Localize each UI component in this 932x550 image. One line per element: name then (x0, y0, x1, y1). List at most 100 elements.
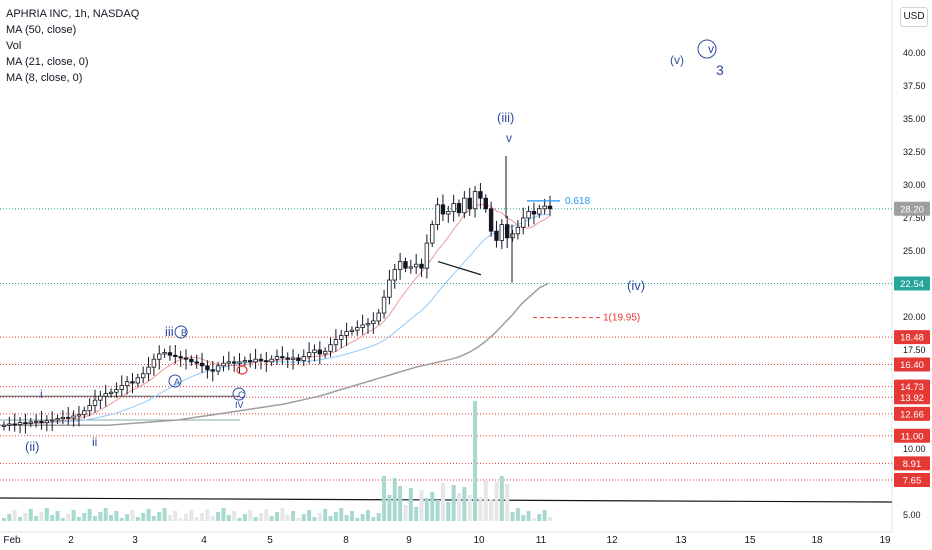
price-badge-label: 16.40 (900, 360, 924, 371)
candle-body (28, 421, 33, 424)
candle (451, 194, 456, 222)
candle (157, 345, 162, 370)
candle-body (392, 269, 397, 281)
candle-body (183, 357, 189, 360)
candle-body (135, 377, 141, 384)
wave-label: C (238, 390, 245, 400)
price-badge-label: 11.00 (900, 431, 923, 442)
price-badge: 16.40 (894, 357, 930, 372)
volume-bar (76, 517, 81, 521)
candle-body (7, 423, 12, 426)
volume-bar (87, 509, 92, 521)
candle-body (494, 230, 499, 241)
volume-bar (205, 509, 210, 521)
volume-bar (301, 514, 306, 521)
volume-bar (93, 516, 97, 521)
candle-body (456, 203, 462, 214)
candle-body (515, 226, 521, 235)
volume-bar (55, 511, 60, 521)
candle (371, 312, 376, 334)
volume-bar (141, 513, 146, 521)
candle (349, 326, 355, 336)
candle (504, 215, 510, 249)
volume-bar (392, 478, 397, 521)
volume-bar (307, 510, 312, 521)
price-badge-bg (894, 379, 930, 394)
indicator-vol[interactable]: Vol (6, 40, 22, 52)
ma50-line (0, 282, 549, 426)
price-badge-bg (894, 456, 930, 471)
price-badge: 28.20 (894, 201, 930, 216)
annotation-line (437, 260, 482, 276)
candle-body (542, 205, 547, 210)
candle (87, 398, 92, 417)
candle (510, 229, 515, 242)
candle-body (258, 358, 264, 361)
candle (290, 349, 296, 370)
candle (146, 356, 151, 381)
candle (226, 351, 232, 371)
candle (33, 414, 39, 428)
candle-body (82, 410, 87, 416)
candle (183, 349, 189, 370)
volume-bar (328, 516, 333, 521)
candle (408, 259, 414, 274)
volume-bar (414, 507, 419, 521)
candle-body (189, 358, 194, 363)
candle (17, 417, 23, 434)
candle-body (221, 362, 226, 367)
candle-body (103, 393, 108, 397)
volume-bar (521, 515, 526, 521)
candle-body (355, 327, 360, 331)
candle-body (365, 323, 371, 326)
volume-bar (200, 513, 205, 521)
volume-bar (494, 482, 499, 521)
candle (537, 204, 542, 218)
candle (167, 345, 173, 361)
wave-label: iii (165, 324, 174, 339)
candle-body (451, 203, 456, 212)
candle-body (467, 197, 472, 210)
indicator-ma8[interactable]: MA (8, close, 0) (6, 72, 83, 84)
indicator-ma21[interactable]: MA (21, close, 0) (6, 56, 89, 68)
candle-body (124, 381, 130, 387)
candle-body (114, 389, 119, 393)
candle-body (424, 242, 430, 269)
candle-body (296, 357, 301, 361)
wave-label: (v) (670, 53, 684, 67)
candle (467, 187, 472, 216)
candle (531, 202, 537, 225)
volume-bar (119, 518, 124, 521)
candle (119, 375, 124, 397)
candle-body (322, 350, 328, 355)
price-badge: 7.65 (894, 473, 930, 488)
candle (39, 410, 44, 430)
candle (98, 390, 103, 409)
indicator-ma50[interactable]: MA (50, close) (6, 24, 77, 36)
volume-bar (366, 510, 370, 521)
volume-bar (269, 516, 274, 521)
volume-bar (280, 508, 285, 521)
chart-legend: APHRIA INC, 1h, NASDAQ MA (50, close) Vo… (6, 6, 139, 86)
volume-bar (505, 484, 510, 521)
candle (140, 366, 146, 384)
candle-body (98, 395, 103, 401)
candle-body (435, 204, 440, 226)
candle (413, 253, 419, 274)
candle-body (33, 420, 39, 423)
price-badge: 8.91 (894, 456, 930, 471)
volume-bar (478, 497, 483, 521)
candle (344, 322, 349, 346)
x-tick-label: 12 (606, 535, 618, 546)
volume-bar (419, 490, 424, 521)
price-badge-label: 14.73 (900, 382, 924, 393)
candle (446, 205, 451, 223)
volume-bar (125, 514, 130, 521)
candle-body (130, 381, 135, 384)
currency-button[interactable]: USD (900, 7, 928, 27)
volume-bar (355, 518, 360, 521)
candle (499, 219, 505, 250)
volume-bar (382, 476, 387, 521)
red-circle-mark (236, 365, 248, 375)
